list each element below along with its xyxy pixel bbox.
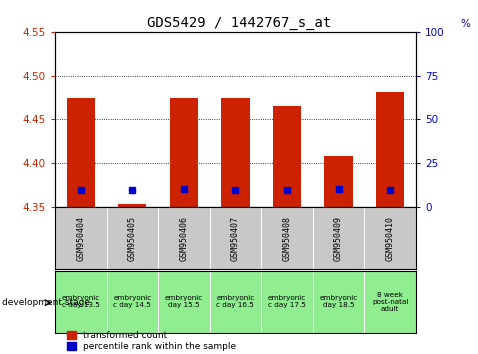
Text: embryonic
c day 13.5: embryonic c day 13.5 (62, 295, 100, 308)
Text: %: % (460, 19, 470, 29)
Text: GSM950406: GSM950406 (179, 216, 188, 261)
Bar (170, 98, 198, 207)
Text: GSM950408: GSM950408 (282, 216, 292, 261)
Text: development stage: development stage (2, 298, 90, 307)
Text: embryonic
c day 14.5: embryonic c day 14.5 (113, 295, 152, 308)
Text: GSM950405: GSM950405 (128, 216, 137, 261)
Bar (273, 106, 301, 207)
Bar (118, 205, 146, 207)
Text: embryonic
c day 17.5: embryonic c day 17.5 (268, 295, 306, 308)
Legend: transformed count, percentile rank within the sample: transformed count, percentile rank withi… (66, 331, 236, 351)
Bar (325, 156, 353, 207)
Text: GSM950404: GSM950404 (76, 216, 85, 261)
Bar (221, 98, 250, 207)
Text: embryonic
c day 16.5: embryonic c day 16.5 (216, 295, 255, 308)
Bar (376, 92, 404, 207)
Bar (66, 98, 95, 207)
Text: 8 week
post-natal
adult: 8 week post-natal adult (372, 292, 408, 312)
Text: GDS5429 / 1442767_s_at: GDS5429 / 1442767_s_at (147, 16, 331, 30)
Text: GSM950407: GSM950407 (231, 216, 240, 261)
Text: GSM950409: GSM950409 (334, 216, 343, 261)
Text: embryonic
day 15.5: embryonic day 15.5 (165, 295, 203, 308)
Text: embryonic
day 18.5: embryonic day 18.5 (319, 295, 358, 308)
Text: GSM950410: GSM950410 (386, 216, 394, 261)
